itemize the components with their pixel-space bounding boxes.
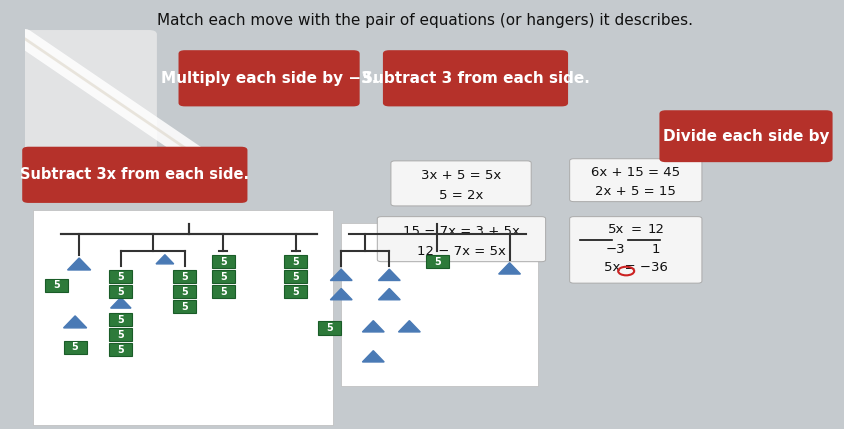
- Polygon shape: [499, 263, 521, 274]
- Polygon shape: [156, 255, 174, 264]
- FancyBboxPatch shape: [46, 278, 68, 292]
- Text: Multiply each side by −3.: Multiply each side by −3.: [161, 71, 377, 86]
- Text: 5x: 5x: [608, 224, 624, 236]
- Text: 1: 1: [652, 243, 660, 257]
- Polygon shape: [330, 269, 352, 281]
- FancyBboxPatch shape: [179, 50, 360, 106]
- FancyBboxPatch shape: [110, 285, 133, 299]
- Text: 5: 5: [181, 287, 188, 297]
- FancyBboxPatch shape: [110, 328, 133, 341]
- Text: 5: 5: [181, 272, 188, 282]
- Polygon shape: [378, 269, 400, 281]
- Text: Match each move with the pair of equations (or hangers) it describes.: Match each move with the pair of equatio…: [157, 13, 694, 28]
- Text: 5: 5: [117, 272, 124, 282]
- Text: Subtract 3 from each side.: Subtract 3 from each side.: [361, 71, 589, 86]
- FancyBboxPatch shape: [284, 255, 307, 269]
- Text: 5: 5: [292, 287, 299, 297]
- FancyBboxPatch shape: [426, 255, 449, 269]
- Text: 5: 5: [434, 257, 441, 267]
- Text: 5: 5: [181, 302, 188, 312]
- FancyBboxPatch shape: [33, 210, 333, 425]
- Text: 5: 5: [72, 342, 78, 353]
- FancyBboxPatch shape: [383, 50, 568, 106]
- FancyBboxPatch shape: [174, 270, 197, 284]
- FancyBboxPatch shape: [391, 161, 531, 206]
- FancyBboxPatch shape: [174, 300, 197, 314]
- FancyBboxPatch shape: [110, 270, 133, 284]
- Polygon shape: [330, 288, 352, 300]
- Polygon shape: [362, 320, 384, 332]
- Text: 5: 5: [220, 287, 227, 297]
- Text: Divide each side by: Divide each side by: [663, 129, 830, 144]
- FancyBboxPatch shape: [317, 321, 341, 335]
- FancyBboxPatch shape: [63, 341, 87, 354]
- Text: −3: −3: [606, 243, 625, 257]
- Text: 6x + 15 = 45: 6x + 15 = 45: [592, 166, 680, 179]
- FancyBboxPatch shape: [17, 30, 157, 167]
- FancyBboxPatch shape: [377, 217, 545, 262]
- FancyBboxPatch shape: [659, 110, 832, 162]
- Polygon shape: [378, 288, 400, 300]
- Polygon shape: [63, 316, 87, 328]
- Text: 12: 12: [647, 224, 664, 236]
- Text: 5: 5: [292, 272, 299, 282]
- Text: 5: 5: [292, 257, 299, 267]
- Text: 5x = −36: 5x = −36: [603, 261, 668, 274]
- Text: 3x + 5 = 5x: 3x + 5 = 5x: [421, 169, 501, 182]
- FancyBboxPatch shape: [110, 343, 133, 356]
- FancyBboxPatch shape: [212, 255, 235, 269]
- FancyBboxPatch shape: [174, 285, 197, 299]
- FancyBboxPatch shape: [284, 285, 307, 299]
- FancyBboxPatch shape: [212, 285, 235, 299]
- Text: 5: 5: [117, 344, 124, 355]
- FancyBboxPatch shape: [22, 147, 247, 203]
- Text: 12 − 7x = 5x: 12 − 7x = 5x: [417, 245, 506, 258]
- Text: 5: 5: [53, 280, 60, 290]
- FancyBboxPatch shape: [341, 223, 538, 386]
- Text: 5: 5: [326, 323, 333, 333]
- Polygon shape: [398, 320, 420, 332]
- Text: 5: 5: [220, 257, 227, 267]
- Text: 5: 5: [117, 329, 124, 340]
- Text: =: =: [630, 224, 641, 236]
- Polygon shape: [362, 350, 384, 362]
- Text: 2x + 5 = 15: 2x + 5 = 15: [595, 185, 676, 198]
- Text: 5: 5: [117, 314, 124, 325]
- Text: Subtract 3x from each side.: Subtract 3x from each side.: [20, 167, 249, 182]
- Text: 5 = 2x: 5 = 2x: [439, 189, 484, 202]
- Text: 5: 5: [117, 287, 124, 297]
- FancyBboxPatch shape: [570, 159, 702, 202]
- Text: 15 − 7x = 3 + 5x: 15 − 7x = 3 + 5x: [403, 224, 520, 238]
- Text: 5: 5: [220, 272, 227, 282]
- FancyBboxPatch shape: [284, 270, 307, 284]
- FancyBboxPatch shape: [212, 270, 235, 284]
- FancyBboxPatch shape: [110, 313, 133, 326]
- Polygon shape: [68, 258, 90, 270]
- FancyBboxPatch shape: [570, 217, 702, 283]
- Polygon shape: [111, 298, 131, 308]
